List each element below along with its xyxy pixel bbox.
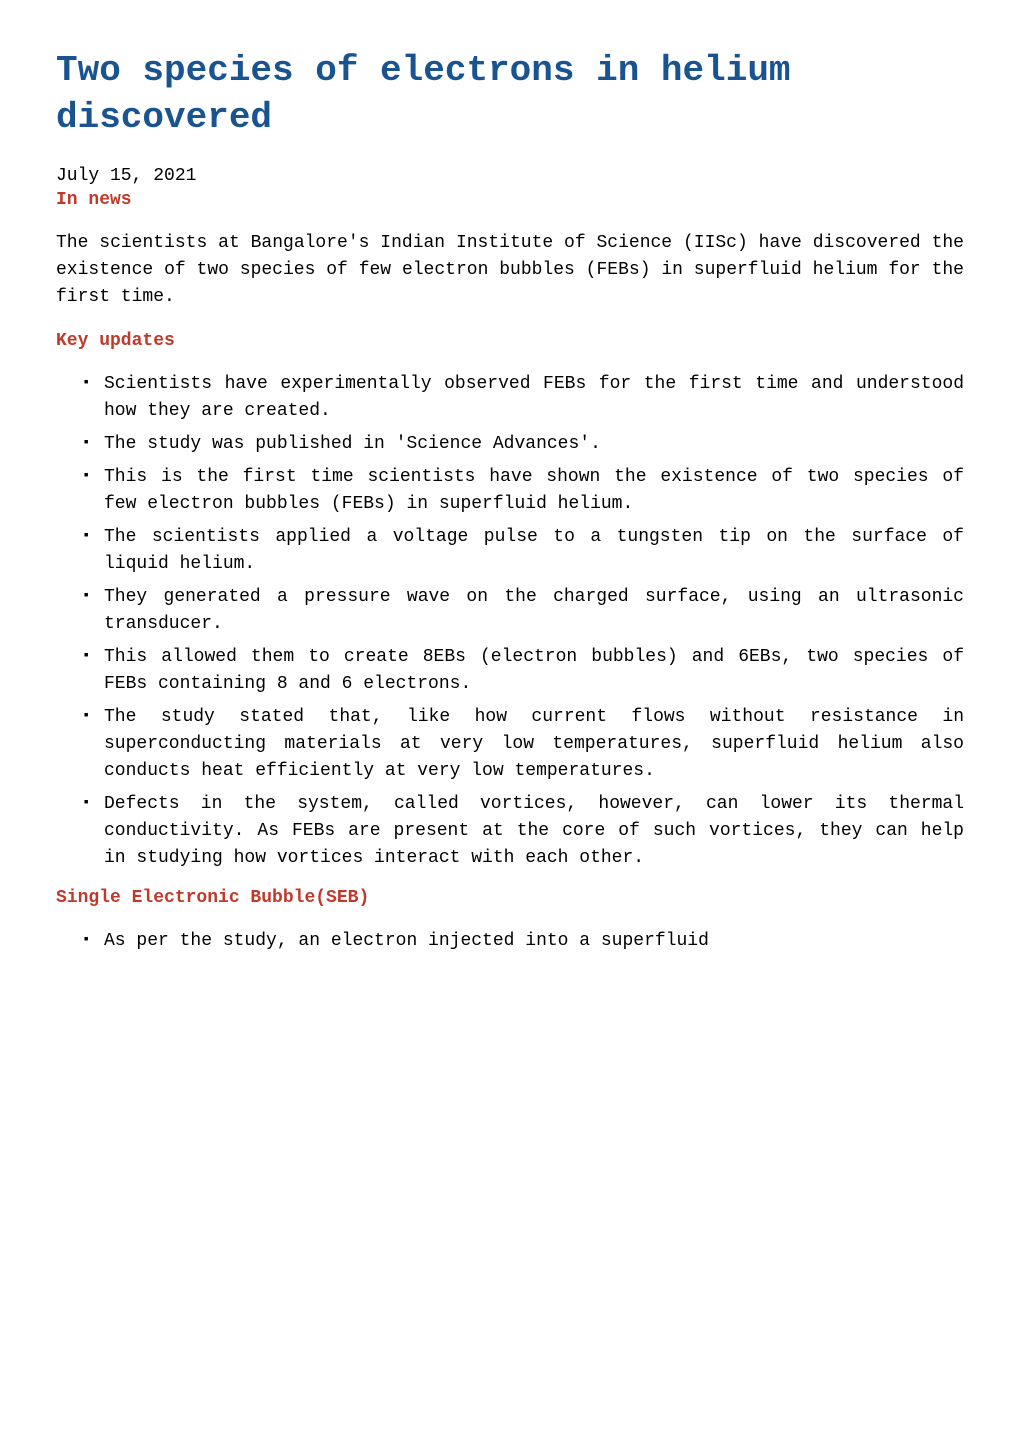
key-updates-list: Scientists have experimentally observed … <box>56 371 964 872</box>
list-item: They generated a pressure wave on the ch… <box>104 584 964 638</box>
article-date: July 15, 2021 <box>56 166 964 186</box>
list-item: As per the study, an electron injected i… <box>104 928 964 955</box>
list-item: This is the first time scientists have s… <box>104 464 964 518</box>
article-title: Two species of electrons in helium disco… <box>56 48 964 142</box>
section-heading-key-updates: Key updates <box>56 331 964 351</box>
list-item: The scientists applied a voltage pulse t… <box>104 524 964 578</box>
list-item: The study was published in 'Science Adva… <box>104 431 964 458</box>
section-heading-seb: Single Electronic Bubble(SEB) <box>56 888 964 908</box>
section-heading-in-news: In news <box>56 190 964 210</box>
list-item: Scientists have experimentally observed … <box>104 371 964 425</box>
seb-list: As per the study, an electron injected i… <box>56 928 964 955</box>
intro-paragraph: The scientists at Bangalore's Indian Ins… <box>56 230 964 311</box>
list-item: This allowed them to create 8EBs (electr… <box>104 644 964 698</box>
list-item: Defects in the system, called vortices, … <box>104 791 964 872</box>
list-item: The study stated that, like how current … <box>104 704 964 785</box>
